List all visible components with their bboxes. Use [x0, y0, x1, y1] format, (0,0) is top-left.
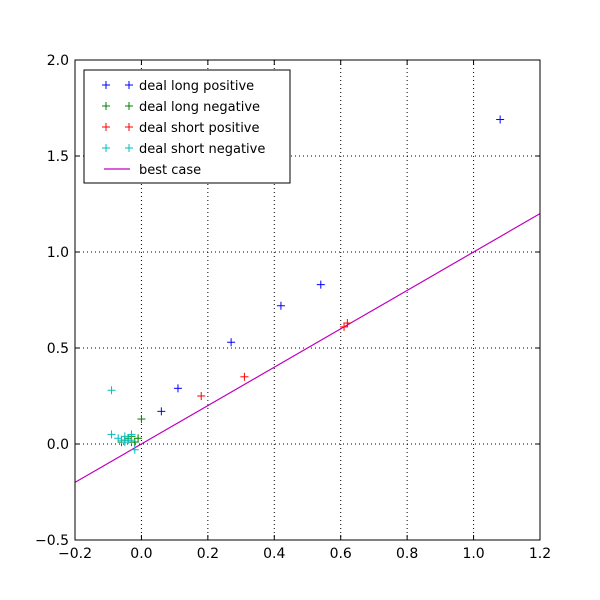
- legend-marker: [125, 81, 133, 89]
- legend-box: [83, 69, 291, 184]
- deal-long-positive-point: [316, 280, 325, 289]
- legend-label: deal short negative: [139, 142, 265, 157]
- legend-marker: [125, 144, 133, 152]
- legend-marker: [102, 144, 110, 152]
- legend-label: best case: [139, 163, 201, 178]
- deal-short-negative-point: [127, 436, 136, 445]
- deal-long-positive-point: [157, 407, 166, 416]
- legend-marker: [102, 102, 110, 110]
- ticks: −0.2 0.0 0.2 0.4 0.6 0.8 1.0 1.2 −0.5 0.0 0.5 1.0 1.…: [35, 53, 551, 562]
- deal-long-negative-point: [137, 415, 146, 424]
- legend-marker: [125, 102, 133, 110]
- y-tick-label: 2.0: [47, 53, 69, 69]
- y-tick-label: 0.5: [47, 341, 69, 357]
- deal-short-negative-point: [114, 434, 123, 443]
- deal-short-negative-point: [120, 438, 129, 447]
- deal-short-positive-point: [343, 319, 352, 328]
- deal-short-positive-point: [340, 322, 349, 331]
- legend-marker: [102, 123, 110, 131]
- deal-long-positive-point: [496, 115, 505, 124]
- legend-marker: [125, 123, 133, 131]
- best-case-line: [74, 213, 541, 483]
- y-tick-label: 1.5: [47, 149, 69, 165]
- deal-short-negative-point: [107, 386, 116, 395]
- x-tick-label: 0.6: [330, 546, 352, 562]
- deal-short-positive-point: [197, 392, 206, 400]
- line-layer: [74, 213, 541, 483]
- y-tick-label: 0.0: [47, 437, 69, 453]
- x-tick-label: 1.2: [529, 546, 551, 562]
- deal-long-positive-point: [173, 384, 182, 393]
- legend: deal long positive deal long negative deal…: [83, 69, 291, 184]
- legend-label: deal long positive: [139, 79, 254, 94]
- deal-long-negative-point: [134, 434, 143, 443]
- x-tick-label: 0.4: [263, 546, 285, 562]
- y-tick-label: 1.0: [47, 245, 69, 261]
- x-tick-label: 0.2: [197, 546, 219, 562]
- legend-marker: [102, 81, 110, 89]
- plot-frame: [74, 59, 541, 541]
- deal-short-negative-point: [107, 430, 116, 439]
- x-tick-label: −0.2: [58, 546, 92, 562]
- deal-short-positive-point: [240, 372, 249, 381]
- y-tick-label: −0.5: [35, 533, 69, 549]
- legend-label: deal long negative: [139, 100, 260, 115]
- x-tick-label: 1.0: [462, 546, 484, 562]
- deal-long-positive-point: [276, 301, 285, 310]
- legend-label: deal short positive: [139, 121, 260, 136]
- x-tick-label: 0.8: [396, 546, 418, 562]
- x-tick-label: 0.0: [130, 546, 152, 562]
- deal-short-negative-point: [130, 445, 139, 454]
- deal-long-positive-point: [227, 338, 236, 347]
- points-layer: [107, 115, 505, 454]
